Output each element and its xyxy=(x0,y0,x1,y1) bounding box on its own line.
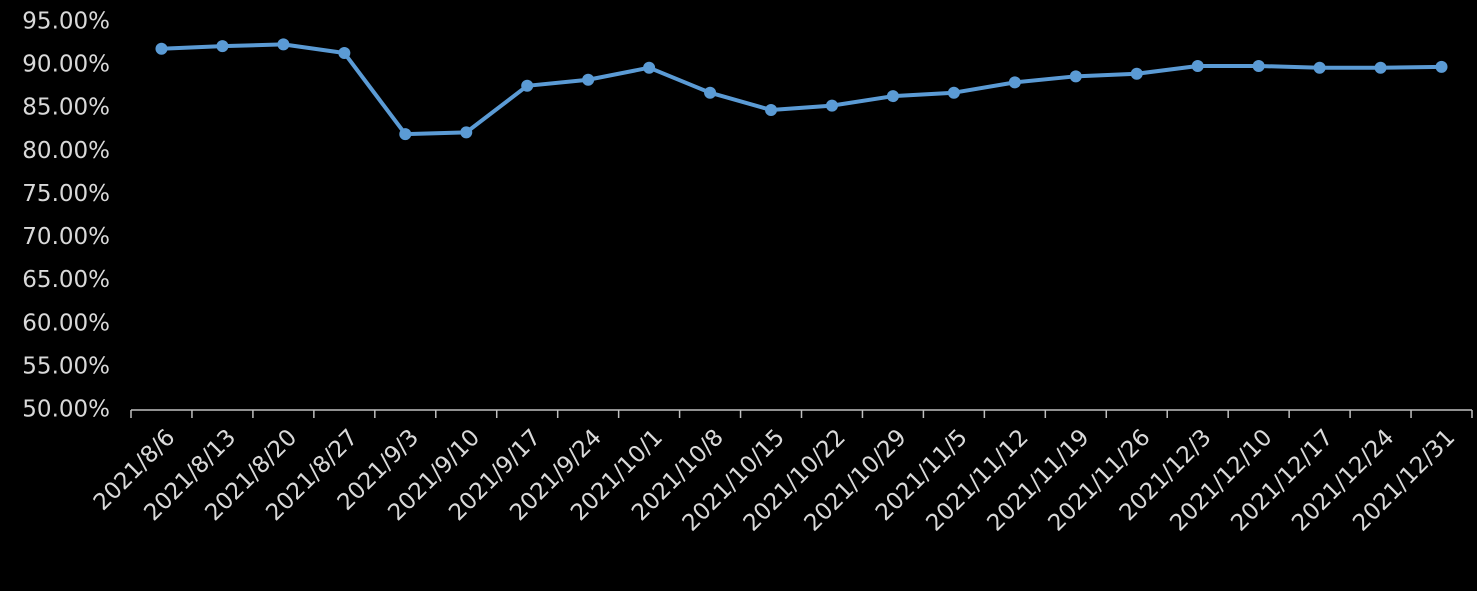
line xyxy=(161,42,1442,137)
point xyxy=(1374,61,1387,74)
point xyxy=(521,79,534,92)
point xyxy=(216,40,229,53)
y-tick-label: 80.00% xyxy=(22,138,110,164)
point xyxy=(1130,67,1143,80)
point xyxy=(155,42,168,55)
y-tick-label: 55.00% xyxy=(22,353,110,379)
point xyxy=(704,86,717,99)
point xyxy=(277,38,290,51)
point xyxy=(1191,59,1204,72)
point xyxy=(825,99,838,112)
y-tick-label: 50.00% xyxy=(22,397,110,423)
y-tick-label: 90.00% xyxy=(22,52,110,78)
point xyxy=(1313,61,1326,74)
point xyxy=(765,103,778,116)
y-tick-label: 60.00% xyxy=(22,310,110,336)
point xyxy=(1069,70,1082,83)
y-tick-label: 70.00% xyxy=(22,224,110,250)
y-tick-label: 75.00% xyxy=(22,181,110,207)
point xyxy=(338,47,351,60)
point xyxy=(399,128,412,141)
y-tick-label: 85.00% xyxy=(22,95,110,121)
point xyxy=(1008,76,1021,89)
point xyxy=(1435,60,1448,73)
point xyxy=(886,90,899,103)
point xyxy=(643,61,656,74)
point xyxy=(1252,59,1265,72)
y-tick-label: 95.00% xyxy=(22,9,110,35)
point xyxy=(947,86,960,99)
y-tick-label: 65.00% xyxy=(22,267,110,293)
point xyxy=(582,73,595,86)
point xyxy=(460,126,473,139)
